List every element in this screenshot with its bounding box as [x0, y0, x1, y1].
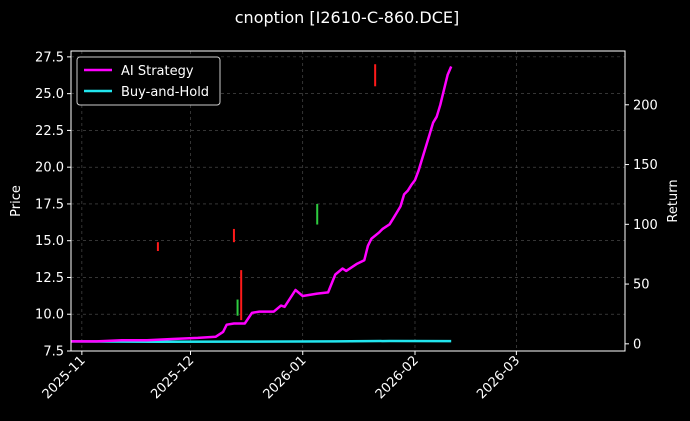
left-tick-label: 27.5 — [35, 50, 64, 65]
plot-frame — [70, 50, 626, 352]
right-tick-label: 0 — [633, 337, 641, 352]
legend-box — [76, 56, 221, 106]
right-axis-ticks: 0 50 100 150 200 — [625, 98, 658, 352]
legend-label-ai-strategy: AI Strategy — [121, 64, 194, 79]
series-layer — [70, 66, 453, 343]
series-line-buy-and-hold — [70, 339, 452, 343]
left-axis-label: Price — [9, 185, 24, 217]
left-tick-label: 12.5 — [35, 271, 64, 286]
left-tick-label: 10.0 — [35, 308, 64, 323]
series-line-ai-strategy — [71, 66, 453, 343]
left-tick-label: 22.5 — [35, 124, 64, 139]
left-tick-label: 17.5 — [35, 197, 64, 212]
right-tick-label: 200 — [633, 98, 658, 113]
left-axis-ticks: 7.5 10.0 12.5 15.0 17.5 20.0 22.5 25.0 27.5 — [35, 50, 71, 360]
right-axis-label: Return — [666, 179, 681, 222]
left-tick-label: 15.0 — [35, 234, 64, 249]
left-tick-label: 25.0 — [35, 87, 64, 102]
price-candles — [156, 64, 377, 321]
legend: AI Strategy Buy-and-Hold — [76, 56, 221, 106]
chart-title: cnoption [I2610-C-860.DCE] — [235, 8, 459, 27]
right-tick-label: 150 — [633, 158, 658, 173]
left-tick-label: 20.0 — [35, 161, 64, 176]
right-tick-label: 100 — [633, 218, 658, 233]
left-tick-label: 7.5 — [43, 345, 64, 360]
right-tick-label: 50 — [633, 278, 650, 293]
legend-label-buy-and-hold: Buy-and-Hold — [121, 85, 209, 100]
